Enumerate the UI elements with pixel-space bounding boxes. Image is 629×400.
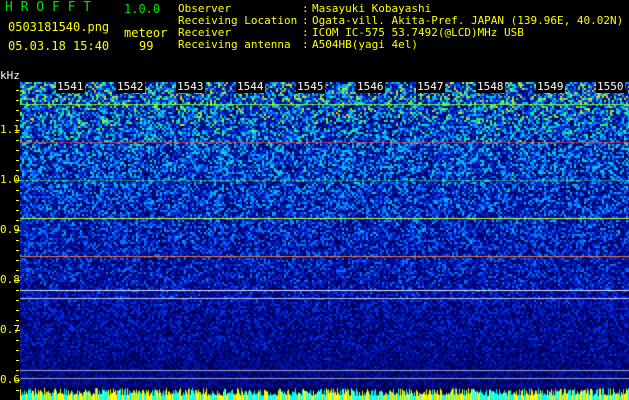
y-tick (15, 380, 20, 381)
info-label: Receiver (178, 26, 231, 39)
y-tick (16, 390, 19, 391)
y-tick-label: 0.7 (0, 323, 20, 336)
time-label: 1545 (296, 80, 325, 93)
info-colon: : (302, 2, 309, 15)
y-tick (16, 90, 19, 91)
y-tick-label: 1.0 (0, 173, 20, 186)
y-tick (16, 160, 19, 161)
meteor-label: meteor (124, 26, 168, 40)
time-label: 1547 (416, 80, 445, 93)
time-label: 1549 (536, 80, 565, 93)
time-label: 1548 (476, 80, 505, 93)
app-version: 1.0.0 (124, 2, 161, 16)
y-tick (16, 290, 19, 291)
time-label: 1542 (116, 80, 145, 93)
y-tick-label: 1.1 (0, 123, 20, 136)
y-tick (16, 110, 19, 111)
y-tick (16, 260, 19, 261)
y-tick (16, 100, 19, 101)
time-label: 1541 (56, 80, 85, 93)
meteor-count: 99 (139, 39, 154, 53)
y-tick (16, 300, 19, 301)
y-tick (16, 340, 19, 341)
datetime: 05.03.18 15:40 (8, 39, 110, 53)
y-tick (15, 230, 20, 231)
time-label: 1543 (176, 80, 205, 93)
y-unit-label: kHz (0, 69, 20, 82)
info-label: Receiving antenna (178, 38, 291, 51)
y-tick (16, 220, 19, 221)
y-tick (16, 350, 19, 351)
y-tick-label: 0.8 (0, 273, 20, 286)
time-label: 1544 (236, 80, 265, 93)
y-tick (15, 180, 20, 181)
info-colon: : (302, 26, 309, 39)
info-colon: : (302, 14, 309, 27)
y-tick (16, 270, 19, 271)
y-tick (16, 170, 19, 171)
y-tick (16, 250, 19, 251)
y-tick (16, 320, 19, 321)
info-value: A504HB(yagi 4el) (312, 38, 418, 51)
time-label: 1550 (596, 80, 625, 93)
y-tick (15, 130, 20, 131)
y-tick (16, 140, 19, 141)
y-tick (16, 150, 19, 151)
info-colon: : (302, 38, 309, 51)
y-tick-label: 0.6 (0, 373, 20, 386)
info-label: Observer (178, 2, 231, 15)
info-value: ICOM IC-575 53.7492(@LCD)MHz USB (312, 26, 524, 39)
app-logo: H R O F F T (5, 0, 92, 15)
y-tick (15, 280, 20, 281)
y-tick (16, 210, 19, 211)
time-label: 1546 (356, 80, 385, 93)
info-value: Ogata-vill. Akita-Pref. JAPAN (139.96E, … (312, 14, 624, 27)
filename: 0503181540.png (8, 20, 110, 34)
y-tick (16, 360, 19, 361)
y-tick (16, 310, 19, 311)
y-tick (16, 370, 19, 371)
y-tick (16, 240, 19, 241)
spectrogram (20, 82, 629, 400)
y-tick-label: 0.9 (0, 223, 20, 236)
y-tick (16, 190, 19, 191)
y-tick (15, 330, 20, 331)
y-tick (16, 120, 19, 121)
info-value: Masayuki Kobayashi (312, 2, 432, 15)
info-label: Receiving Location (178, 14, 298, 27)
y-tick (16, 200, 19, 201)
